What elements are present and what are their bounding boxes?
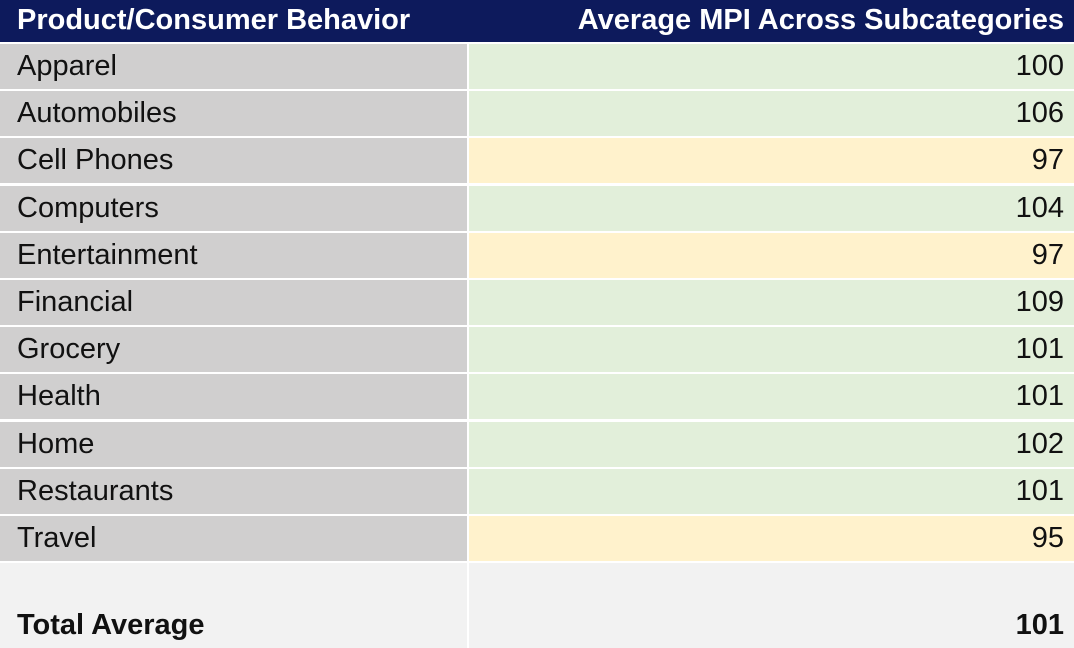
- table-row: Home 102: [0, 422, 1074, 467]
- value-cell: 100: [469, 44, 1074, 89]
- category-label: Apparel: [17, 50, 117, 82]
- category-label: Health: [17, 380, 101, 412]
- category-cell: Apparel: [0, 44, 467, 89]
- header-value: Average MPI Across Subcategories: [577, 4, 1064, 36]
- total-value: 101: [1015, 609, 1064, 641]
- mpi-value: 101: [1015, 475, 1064, 507]
- value-cell: 95: [469, 516, 1074, 561]
- category-label: Grocery: [17, 333, 121, 365]
- table-row: Grocery 101: [0, 327, 1074, 372]
- mpi-value: 109: [1015, 286, 1064, 318]
- category-cell: Restaurants: [0, 469, 467, 514]
- table-row: Automobiles 106: [0, 91, 1074, 136]
- value-cell: 97: [469, 233, 1074, 278]
- mpi-value: 97: [1031, 239, 1064, 271]
- mpi-value: 95: [1031, 522, 1064, 554]
- category-label: Travel: [17, 522, 97, 554]
- table-row: Apparel 100: [0, 44, 1074, 89]
- value-cell: 101: [469, 374, 1074, 419]
- total-label-cell: Total Average: [0, 563, 467, 648]
- mpi-value: 102: [1015, 428, 1064, 460]
- table-header: Product/Consumer Behavior Average MPI Ac…: [0, 0, 1074, 42]
- category-cell: Grocery: [0, 327, 467, 372]
- category-cell: Computers: [0, 186, 467, 231]
- category-label: Automobiles: [17, 97, 177, 129]
- category-cell: Automobiles: [0, 91, 467, 136]
- value-cell: 106: [469, 91, 1074, 136]
- mpi-value: 106: [1015, 97, 1064, 129]
- total-value-cell: 101: [469, 563, 1074, 648]
- category-label: Restaurants: [17, 475, 174, 507]
- category-label: Entertainment: [17, 239, 198, 271]
- table-row: Entertainment 97: [0, 233, 1074, 278]
- total-row: Total Average 101: [0, 563, 1074, 648]
- table-row: Travel 95: [0, 516, 1074, 561]
- table-row: Health 101: [0, 374, 1074, 419]
- mpi-value: 101: [1015, 333, 1064, 365]
- category-cell: Cell Phones: [0, 138, 467, 183]
- mpi-value: 97: [1031, 144, 1064, 176]
- category-label: Computers: [17, 192, 159, 224]
- category-label: Financial: [17, 286, 134, 318]
- category-cell: Financial: [0, 280, 467, 325]
- category-label: Home: [17, 428, 95, 460]
- mpi-value: 101: [1015, 380, 1064, 412]
- category-cell: Travel: [0, 516, 467, 561]
- value-cell: 97: [469, 138, 1074, 183]
- mpi-value: 104: [1015, 192, 1064, 224]
- table-row: Computers 104: [0, 186, 1074, 231]
- table-row: Restaurants 101: [0, 469, 1074, 514]
- value-cell: 109: [469, 280, 1074, 325]
- value-cell: 102: [469, 422, 1074, 467]
- mpi-value: 100: [1015, 50, 1064, 82]
- value-cell: 101: [469, 327, 1074, 372]
- table-row: Cell Phones 97: [0, 138, 1074, 183]
- category-cell: Home: [0, 422, 467, 467]
- value-cell: 104: [469, 186, 1074, 231]
- header-category: Product/Consumer Behavior: [17, 4, 411, 36]
- total-label: Total Average: [17, 609, 205, 641]
- category-cell: Entertainment: [0, 233, 467, 278]
- table-row: Financial 109: [0, 280, 1074, 325]
- value-cell: 101: [469, 469, 1074, 514]
- category-label: Cell Phones: [17, 144, 174, 176]
- category-cell: Health: [0, 374, 467, 419]
